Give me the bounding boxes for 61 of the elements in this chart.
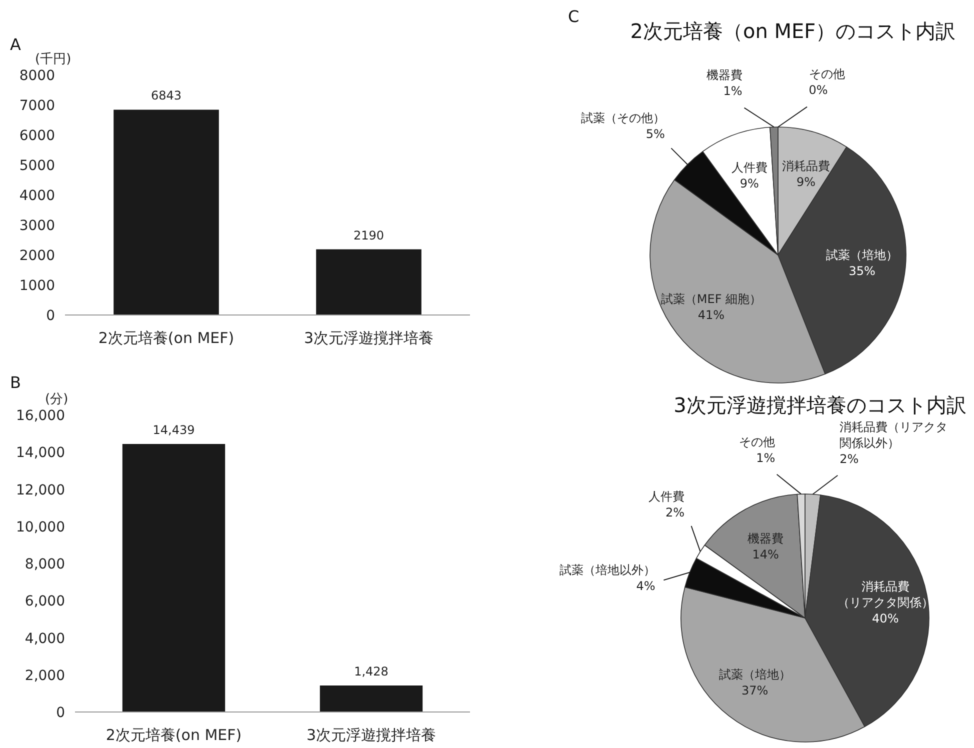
data-label: 1,428 <box>354 664 388 678</box>
data-label: 2% <box>840 452 859 466</box>
y-tick-label: 8,000 <box>24 556 65 572</box>
y-tick-label: 12,000 <box>16 482 65 498</box>
x-tick-label: 3次元浮遊撹拌培養 <box>306 726 436 744</box>
data-label: 37% <box>742 684 768 698</box>
y-tick-label: 4,000 <box>24 630 65 647</box>
y-axis-title: (千円) <box>35 52 72 67</box>
data-label: 1% <box>723 84 742 98</box>
text: 0% <box>808 82 828 97</box>
slice-label: 消耗品費（リアクタ関係以外） <box>840 420 948 450</box>
data-label: 40% <box>872 612 899 626</box>
category-label: その他 <box>808 66 845 81</box>
slice-label: 試薬（培地以外） <box>559 562 656 577</box>
slice-label: その他 <box>739 434 776 449</box>
chart-title: 2次元培養（on MEF）のコスト内訳 <box>630 19 956 43</box>
y-tick-label: 0 <box>56 705 65 721</box>
data-label: 1% <box>756 450 776 465</box>
slice-label: 機器費 <box>748 531 784 546</box>
x-tick-label: 2次元培養(on MEF) <box>98 329 234 347</box>
text: A <box>10 35 21 54</box>
y-tick-label: 8000 <box>19 68 55 84</box>
text: B <box>10 373 21 392</box>
slice-label: 人件費 <box>731 160 768 175</box>
slice-label: 試薬（培地） <box>826 248 898 262</box>
y-tick-label: 1000 <box>19 278 55 294</box>
data-label: 9% <box>740 176 759 191</box>
y-tick-label: 14,000 <box>16 445 65 462</box>
chart-title: 3次元浮遊撹拌培養のコスト内訳 <box>674 393 966 417</box>
y-tick-label: 3000 <box>19 218 55 234</box>
x-tick-label: 2次元培養(on MEF) <box>106 726 242 744</box>
data-label: 14,439 <box>152 422 195 437</box>
data-label: 14% <box>752 547 779 562</box>
y-tick-label: 5000 <box>19 158 55 174</box>
data-label: 9% <box>796 174 816 189</box>
slice-label: 消耗品費（リアクタ関係） <box>837 580 934 610</box>
y-tick-label: 2,000 <box>24 668 65 684</box>
x-tick-label: 3次元浮遊撹拌培養 <box>304 329 434 347</box>
slice-label: 消耗品費 <box>782 158 830 173</box>
data-label: 6843 <box>150 88 182 103</box>
data-label: 5% <box>646 126 665 141</box>
slice-label: 試薬（その他） <box>580 110 665 125</box>
y-tick-label: 4000 <box>19 188 55 204</box>
slice-label: 機器費 <box>706 68 742 82</box>
text: C <box>568 7 580 26</box>
data-label: 4% <box>636 578 656 593</box>
y-tick-label: 16,000 <box>16 408 65 424</box>
slice-label: 試薬（MEF 細胞） <box>660 292 762 306</box>
data-label: 41% <box>698 308 725 322</box>
y-axis-title: (分) <box>45 392 68 407</box>
y-tick-label: 10,000 <box>16 519 65 536</box>
slice-label: 人件費 <box>648 489 685 504</box>
data-label: 2% <box>665 505 685 520</box>
y-tick-label: 7000 <box>19 98 55 114</box>
data-label: 2190 <box>353 228 384 242</box>
y-tick-label: 6000 <box>19 128 55 144</box>
y-tick-label: 0 <box>46 308 55 324</box>
slice-label: 試薬（培地） <box>718 668 791 682</box>
y-tick-label: 2000 <box>19 248 55 264</box>
data-label: 35% <box>848 264 876 278</box>
y-tick-label: 6,000 <box>24 594 65 610</box>
